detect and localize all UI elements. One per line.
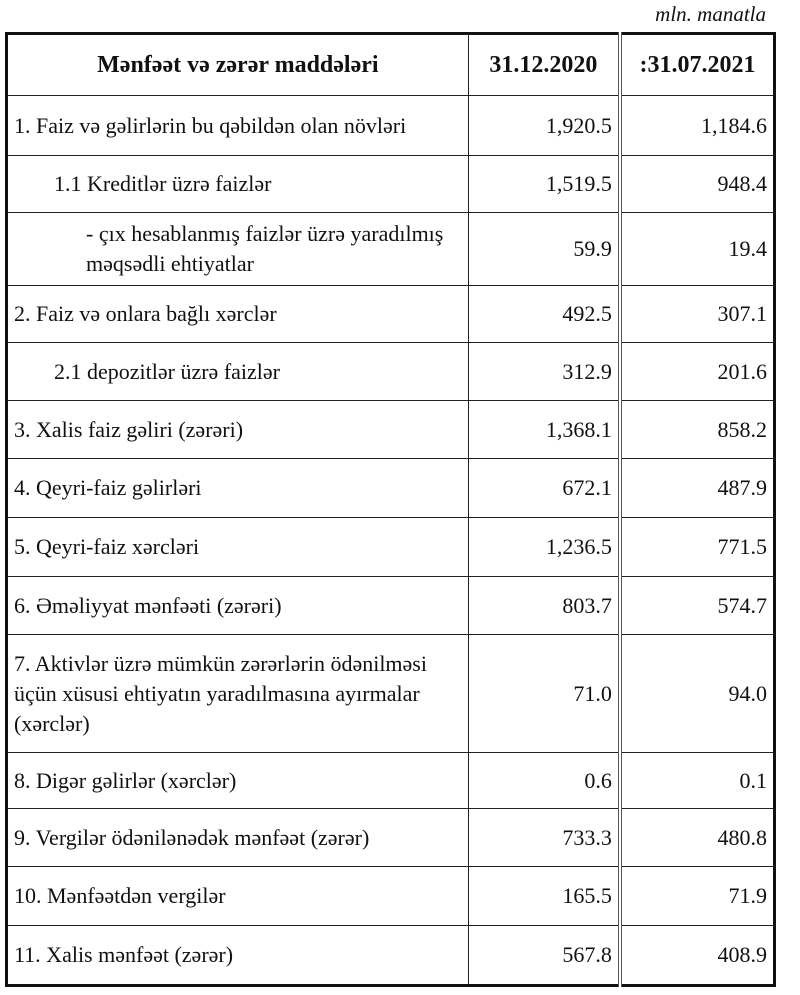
value-2020: 0.6	[467, 752, 621, 809]
value-2020: 492.5	[467, 285, 621, 343]
row-label: 2. Faiz və onlara bağlı xərclər	[6, 285, 469, 343]
value-2021: 408.9	[617, 925, 775, 986]
value-2021: 0.1	[617, 752, 775, 809]
value-2020: 1,920.5	[467, 95, 621, 156]
row-label: 1.1 Kreditlər üzrə faizlər	[6, 155, 469, 213]
value-2020: 1,236.5	[467, 517, 621, 577]
row-label: 11. Xalis mənfəət (zərər)	[6, 925, 469, 986]
table-row: 7. Aktivlər üzrə mümkün zərərlərin ödəni…	[6, 634, 775, 753]
value-2021: 94.0	[617, 634, 775, 753]
row-label: 2.1 depozitlər üzrə faizlər	[6, 342, 469, 401]
value-2021: 771.5	[617, 517, 775, 577]
table-row: 3. Xalis faiz gəliri (zərəri) 1,368.1 85…	[6, 400, 775, 459]
table-row: 9. Vergilər ödənilənədək mənfəət (zərər)…	[6, 808, 775, 867]
row-label: 5. Qeyri-faiz xərcləri	[6, 517, 469, 577]
header-2021: :31.07.2021	[617, 33, 775, 96]
table-row: 2.1 depozitlər üzrə faizlər 312.9 201.6	[6, 342, 775, 401]
table-row: 4. Qeyri-faiz gəlirləri 672.1 487.9	[6, 458, 775, 518]
header-items: Mənfəət və zərər maddələri	[6, 33, 469, 96]
value-2021: 71.9	[617, 866, 775, 926]
table-row: 2. Faiz və onlara bağlı xərclər 492.5 30…	[6, 285, 775, 343]
header-2020: 31.12.2020	[467, 33, 621, 96]
value-2020: 672.1	[467, 458, 621, 518]
table-row: 11. Xalis mənfəət (zərər) 567.8 408.9	[6, 925, 775, 986]
table-row: 10. Mənfəətdən vergilər 165.5 71.9	[6, 866, 775, 926]
row-label: 4. Qeyri-faiz gəlirləri	[6, 458, 469, 518]
value-2021: 574.7	[617, 576, 775, 635]
row-label: 9. Vergilər ödənilənədək mənfəət (zərər)	[6, 808, 469, 867]
value-2021: 19.4	[617, 212, 775, 286]
table-row: 8. Digər gəlirlər (xərclər) 0.6 0.1	[6, 752, 775, 809]
value-2021: 487.9	[617, 458, 775, 518]
value-2021: 1,184.6	[617, 95, 775, 156]
value-2020: 803.7	[467, 576, 621, 635]
value-2020: 1,519.5	[467, 155, 621, 213]
value-2020: 733.3	[467, 808, 621, 867]
value-2020: 312.9	[467, 342, 621, 401]
row-label: 8. Digər gəlirlər (xərclər)	[6, 752, 469, 809]
table-row: 1. Faiz və gəlirlərin bu qəbildən olan n…	[6, 95, 775, 156]
header-row: Mənfəət və zərər maddələri 31.12.2020 :3…	[6, 33, 775, 96]
value-2021: 480.8	[617, 808, 775, 867]
value-2021: 948.4	[617, 155, 775, 213]
row-label: 1. Faiz və gəlirlərin bu qəbildən olan n…	[6, 95, 469, 156]
row-label: 7. Aktivlər üzrə mümkün zərərlərin ödəni…	[6, 634, 469, 753]
value-2021: 307.1	[617, 285, 775, 343]
table-row: 1.1 Kreditlər üzrə faizlər 1,519.5 948.4	[6, 155, 775, 213]
value-2021: 201.6	[617, 342, 775, 401]
profit-loss-table: Mənfəət və zərər maddələri 31.12.2020 :3…	[5, 32, 776, 987]
row-label: 3. Xalis faiz gəliri (zərəri)	[6, 400, 469, 459]
value-2020: 567.8	[467, 925, 621, 986]
table-row: 5. Qeyri-faiz xərcləri 1,236.5 771.5	[6, 517, 775, 577]
row-label: 10. Mənfəətdən vergilər	[6, 866, 469, 926]
value-2020: 165.5	[467, 866, 621, 926]
value-2021: 858.2	[617, 400, 775, 459]
table-row: 6. Əməliyyat mənfəəti (zərəri) 803.7 574…	[6, 576, 775, 635]
value-2020: 59.9	[467, 212, 621, 286]
unit-label: mln. manatla	[655, 2, 766, 26]
value-2020: 1,368.1	[467, 400, 621, 459]
value-2020: 71.0	[467, 634, 621, 753]
row-label: - çıx hesablanmış faizlər üzrə yaradılmı…	[6, 212, 469, 286]
row-label: 6. Əməliyyat mənfəəti (zərəri)	[6, 576, 469, 635]
table-row: - çıx hesablanmış faizlər üzrə yaradılmı…	[6, 212, 775, 286]
